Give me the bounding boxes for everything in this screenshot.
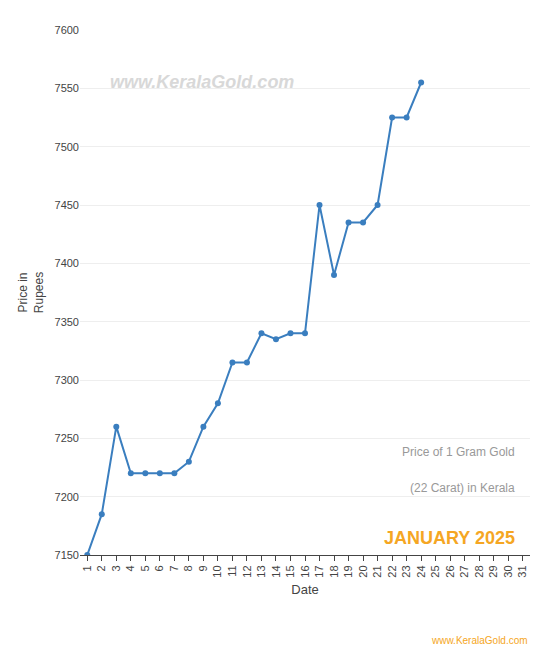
svg-text:24: 24 (415, 565, 427, 577)
svg-text:Price of 1 Gram Gold: Price of 1 Gram Gold (402, 445, 515, 459)
svg-text:7450: 7450 (55, 199, 79, 211)
svg-text:1: 1 (81, 565, 93, 571)
svg-text:6: 6 (153, 565, 165, 571)
svg-text:22: 22 (386, 565, 398, 577)
svg-text:7300: 7300 (55, 374, 79, 386)
svg-text:7200: 7200 (55, 491, 79, 503)
svg-text:10: 10 (211, 565, 223, 577)
svg-text:7400: 7400 (55, 257, 79, 269)
svg-text:7150: 7150 (55, 549, 79, 561)
svg-text:Date: Date (291, 582, 318, 597)
svg-text:29: 29 (487, 565, 499, 577)
svg-text:31: 31 (516, 565, 528, 577)
svg-text:7550: 7550 (55, 82, 79, 94)
svg-text:11: 11 (226, 565, 238, 576)
svg-text:27: 27 (458, 565, 470, 577)
svg-text:9: 9 (197, 565, 209, 571)
svg-text:19: 19 (342, 565, 354, 577)
svg-text:5: 5 (139, 565, 151, 571)
svg-text:18: 18 (328, 565, 340, 577)
svg-text:12: 12 (241, 565, 253, 577)
svg-text:17: 17 (313, 565, 325, 577)
svg-text:20: 20 (357, 565, 369, 577)
svg-text:26: 26 (444, 565, 456, 577)
svg-text:7350: 7350 (55, 316, 79, 328)
svg-text:4: 4 (124, 565, 136, 571)
svg-text:21: 21 (371, 565, 383, 577)
svg-text:23: 23 (400, 565, 412, 577)
svg-text:www.KeralaGold.com: www.KeralaGold.com (431, 635, 528, 646)
svg-text:7: 7 (168, 565, 180, 571)
svg-text:8: 8 (182, 565, 194, 571)
svg-text:16: 16 (299, 565, 311, 577)
svg-text:7250: 7250 (55, 432, 79, 444)
svg-text:www.KeralaGold.com: www.KeralaGold.com (110, 72, 294, 92)
svg-text:15: 15 (284, 565, 296, 577)
svg-text:Price inRupees: Price inRupees (16, 272, 46, 313)
svg-text:28: 28 (473, 565, 485, 577)
svg-text:30: 30 (502, 565, 514, 577)
svg-text:JANUARY 2025: JANUARY 2025 (384, 528, 515, 548)
svg-text:3: 3 (110, 565, 122, 571)
svg-text:(22 Carat) in Kerala: (22 Carat) in Kerala (410, 481, 515, 495)
svg-text:13: 13 (255, 565, 267, 577)
svg-text:14: 14 (270, 565, 282, 577)
svg-text:25: 25 (429, 565, 441, 577)
svg-text:2: 2 (95, 565, 107, 571)
svg-text:7500: 7500 (55, 141, 79, 153)
svg-text:7600: 7600 (55, 24, 79, 36)
